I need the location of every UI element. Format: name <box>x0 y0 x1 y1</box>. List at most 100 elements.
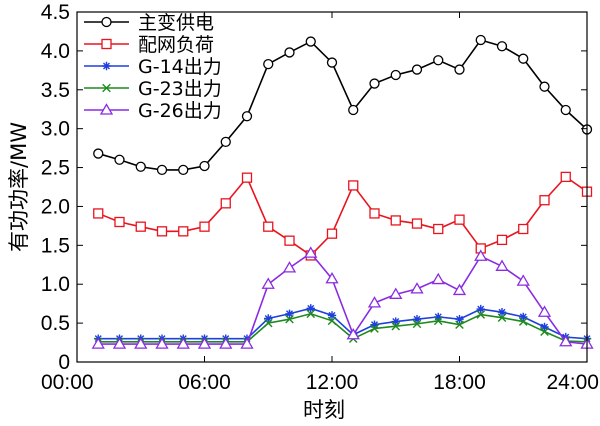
data-point-marker <box>539 81 550 92</box>
data-point-marker <box>112 337 127 349</box>
x-tick-label: 12:00 <box>306 371 359 394</box>
y-tick-label: 4.0 <box>41 40 70 63</box>
data-point-marker <box>176 337 190 349</box>
data-point-marker <box>495 259 509 271</box>
data-point-marker <box>496 41 508 52</box>
data-point-marker <box>282 261 297 273</box>
data-point-marker <box>433 223 444 235</box>
data-point-marker <box>497 313 507 322</box>
data-point-marker <box>540 327 549 336</box>
data-point-marker <box>434 312 443 322</box>
data-point-marker <box>326 57 338 68</box>
data-point-marker <box>263 318 273 328</box>
data-point-marker <box>496 234 508 246</box>
data-point-marker <box>155 337 169 349</box>
data-point-marker <box>306 309 316 319</box>
data-point-marker <box>411 218 423 229</box>
data-point-marker <box>102 61 111 71</box>
x-tick-label: 06:00 <box>178 371 231 394</box>
data-point-marker <box>370 324 379 333</box>
data-point-marker <box>101 38 112 50</box>
data-point-marker <box>93 148 104 159</box>
data-point-marker <box>99 103 114 115</box>
data-point-marker <box>390 215 401 226</box>
data-point-marker <box>285 309 294 318</box>
data-point-marker <box>135 161 146 172</box>
data-point-marker <box>559 334 573 347</box>
legend-label: G-14出力 <box>138 56 222 78</box>
data-point-marker <box>560 171 571 183</box>
data-point-marker <box>102 83 111 93</box>
data-point-marker <box>197 337 212 349</box>
data-point-marker <box>367 296 382 308</box>
y-tick-label: 1.0 <box>41 273 70 296</box>
legend-label: G-26出力 <box>138 100 222 122</box>
legend-label: 主变供电 <box>138 12 214 34</box>
data-point-marker <box>178 226 189 237</box>
data-point-marker <box>518 223 529 235</box>
legend-label: G-23出力 <box>138 78 222 100</box>
data-point-marker <box>497 308 507 317</box>
legend-label: 配网负荷 <box>138 34 214 56</box>
data-point-marker <box>284 235 295 246</box>
series-5 <box>91 246 594 349</box>
series-1 <box>93 34 593 176</box>
data-point-marker <box>370 320 379 329</box>
data-point-marker <box>156 226 168 237</box>
data-point-marker <box>454 64 465 75</box>
data-point-marker <box>284 47 295 58</box>
data-point-marker <box>433 55 444 66</box>
y-axis-title: 有功功率/MW <box>7 122 31 252</box>
y-tick-label: 0 <box>58 351 70 374</box>
data-point-marker <box>348 104 359 116</box>
x-tick-label: 24:00 <box>546 371 599 394</box>
data-point-marker <box>476 310 486 319</box>
data-point-marker <box>93 208 104 219</box>
data-point-marker <box>433 316 443 326</box>
data-point-marker <box>263 58 274 70</box>
data-point-marker <box>240 337 254 349</box>
data-point-marker <box>475 34 486 46</box>
x-tick-label: 00:00 <box>41 371 94 394</box>
data-point-marker <box>220 198 231 209</box>
data-point-marker <box>305 36 316 47</box>
data-point-marker <box>327 311 337 320</box>
data-point-marker <box>178 164 189 176</box>
data-point-marker <box>285 314 294 324</box>
data-point-marker <box>91 337 105 349</box>
data-point-marker <box>519 312 528 322</box>
series-2 <box>93 171 593 261</box>
legend-entry: 主变供电 <box>84 12 214 34</box>
y-tick-label: 3.0 <box>41 118 70 141</box>
data-point-marker <box>390 69 401 81</box>
data-point-marker <box>412 319 422 329</box>
y-tick-label: 2.5 <box>41 157 70 180</box>
data-point-marker <box>348 180 359 191</box>
data-point-marker <box>264 314 273 323</box>
data-point-marker <box>326 228 338 239</box>
data-point-marker <box>199 221 210 232</box>
x-tick-label: 18:00 <box>433 371 486 394</box>
data-point-marker <box>537 305 552 317</box>
data-point-marker <box>101 16 112 28</box>
data-point-marker <box>391 321 401 331</box>
data-point-marker <box>454 214 465 225</box>
data-point-marker <box>263 221 274 232</box>
series-layer <box>91 34 594 349</box>
y-tick-label: 4.5 <box>41 1 70 24</box>
data-point-marker <box>327 316 337 326</box>
data-point-marker <box>346 327 360 340</box>
data-point-marker <box>452 283 467 296</box>
data-point-marker <box>455 315 464 324</box>
legend-entry: G-26出力 <box>84 100 222 122</box>
data-point-marker <box>389 287 403 299</box>
data-point-marker <box>261 277 275 289</box>
data-point-marker <box>325 271 339 284</box>
data-point-marker <box>410 282 424 294</box>
data-point-marker <box>540 322 549 332</box>
series-line <box>98 312 588 343</box>
data-point-marker <box>455 320 464 329</box>
y-tick-label: 3.5 <box>41 79 70 102</box>
